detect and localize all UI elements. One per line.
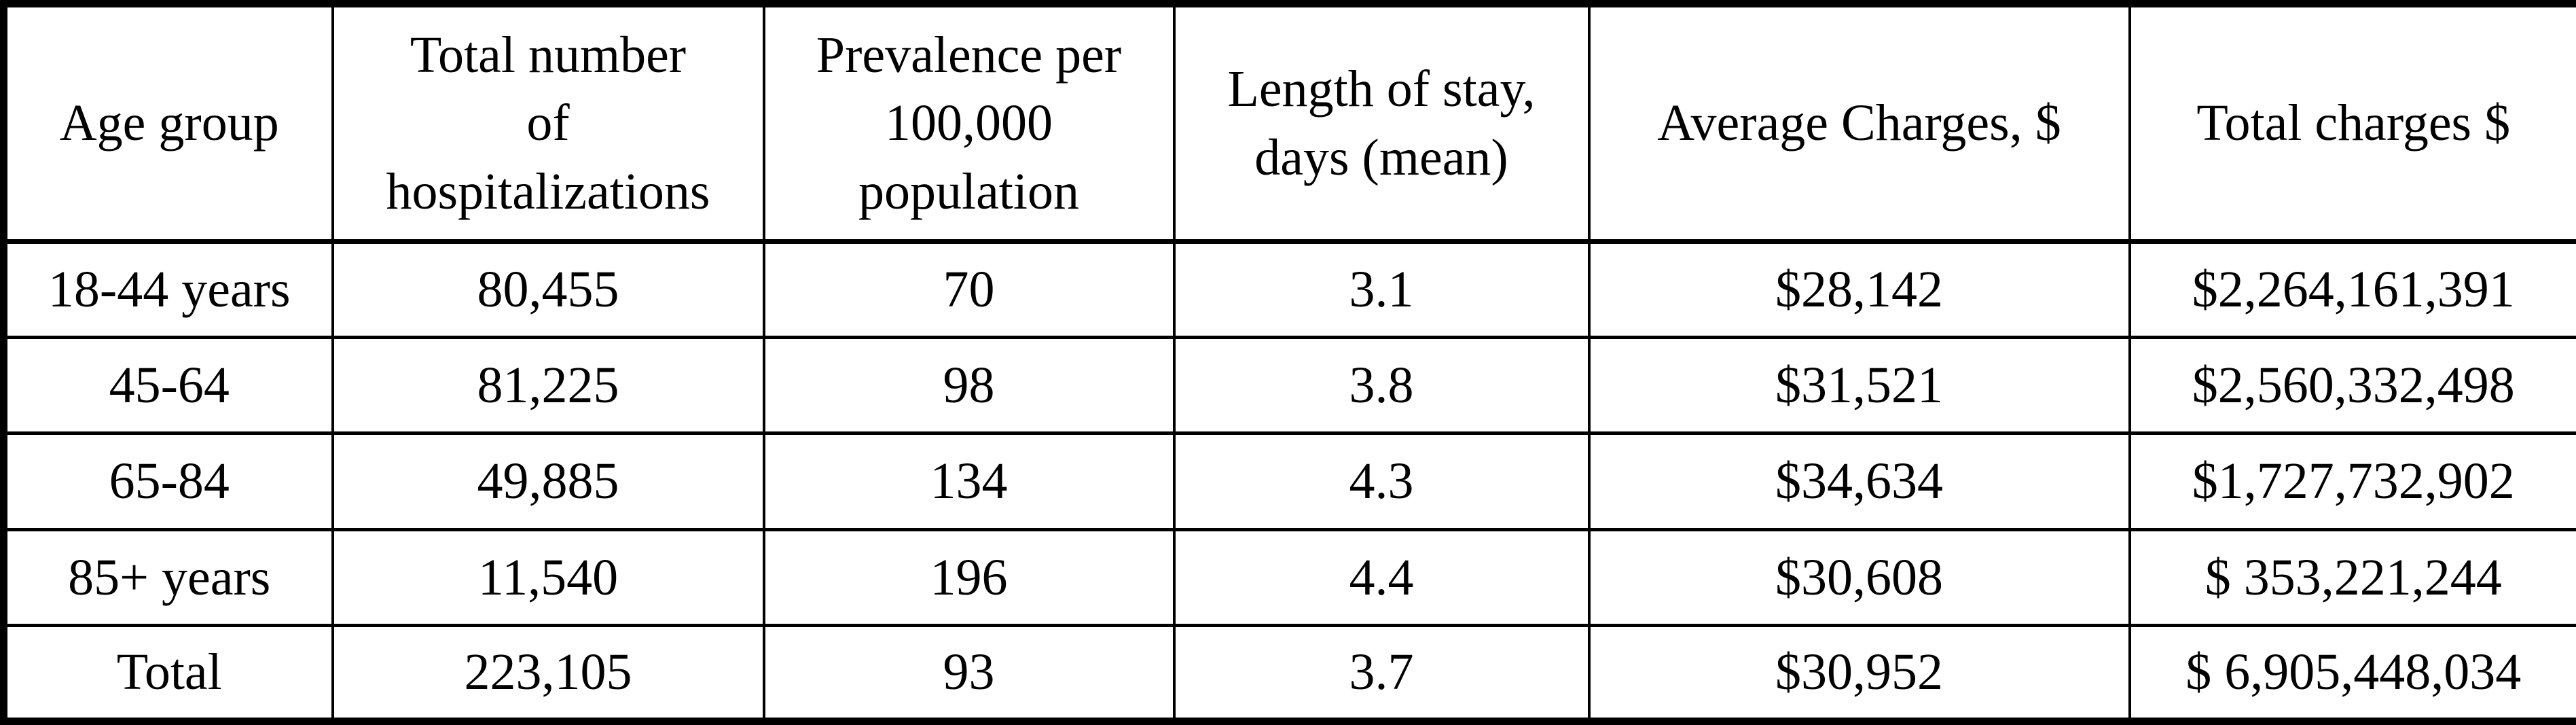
cell-prevalence: 196 xyxy=(762,527,1176,627)
cell-prevalence: 93 xyxy=(762,623,1176,724)
cell-length-of-stay: 3.8 xyxy=(1172,336,1591,436)
cell-total-hospitalizations: 11,540 xyxy=(331,527,765,627)
header-cell-length-of-stay: Length of stay, days (mean) xyxy=(1172,2,1591,244)
cell-average-charges: $30,608 xyxy=(1587,527,2131,627)
cell-age-group: Total xyxy=(2,623,334,724)
cell-total-hospitalizations: 223,105 xyxy=(331,623,765,724)
table-row-85-plus: 85+ years 11,540 196 4.4 $30,608 $ 353,2… xyxy=(2,527,2576,627)
cell-total-charges: $1,727,732,902 xyxy=(2128,431,2576,531)
cell-age-group: 18-44 years xyxy=(2,239,334,340)
cell-prevalence: 98 xyxy=(762,336,1176,436)
cell-total-charges: $2,560,332,498 xyxy=(2128,336,2576,436)
table-row-total: Total 223,105 93 3.7 $30,952 $ 6,905,448… xyxy=(2,623,2576,724)
cell-total-charges: $2,264,161,391 xyxy=(2128,239,2576,340)
cell-total-charges: $ 6,905,448,034 xyxy=(2128,623,2576,724)
table-row-65-84: 65-84 49,885 134 4.3 $34,634 $1,727,732,… xyxy=(2,431,2576,531)
cell-age-group: 65-84 xyxy=(2,431,334,531)
header-cell-average-charges: Average Charges, $ xyxy=(1587,2,2131,244)
cell-average-charges: $34,634 xyxy=(1587,431,2131,531)
header-cell-prevalence: Prevalence per 100,000 population xyxy=(762,2,1176,244)
cell-prevalence: 134 xyxy=(762,431,1176,531)
cell-total-hospitalizations: 49,885 xyxy=(331,431,765,531)
cell-average-charges: $30,952 xyxy=(1587,623,2131,724)
header-row: Age group Total number of hospitalizatio… xyxy=(2,2,2576,244)
cell-average-charges: $31,521 xyxy=(1587,336,2131,436)
table-row-18-44: 18-44 years 80,455 70 3.1 $28,142 $2,264… xyxy=(2,239,2576,340)
cell-age-group: 85+ years xyxy=(2,527,334,627)
cell-total-hospitalizations: 81,225 xyxy=(331,336,765,436)
header-cell-total-charges: Total charges $ xyxy=(2128,2,2576,244)
cell-length-of-stay: 4.4 xyxy=(1172,527,1591,627)
cell-prevalence: 70 xyxy=(762,239,1176,340)
cell-average-charges: $28,142 xyxy=(1587,239,2131,340)
cell-length-of-stay: 3.7 xyxy=(1172,623,1591,724)
cell-total-charges: $ 353,221,244 xyxy=(2128,527,2576,627)
table-row-45-64: 45-64 81,225 98 3.8 $31,521 $2,560,332,4… xyxy=(2,336,2576,436)
cell-total-hospitalizations: 80,455 xyxy=(331,239,765,340)
header-cell-total-hospitalizations: Total number of hospitalizations xyxy=(331,2,765,244)
cell-length-of-stay: 4.3 xyxy=(1172,431,1591,531)
header-cell-age-group: Age group xyxy=(2,2,334,244)
cell-length-of-stay: 3.1 xyxy=(1172,239,1591,340)
cell-age-group: 45-64 xyxy=(2,336,334,436)
